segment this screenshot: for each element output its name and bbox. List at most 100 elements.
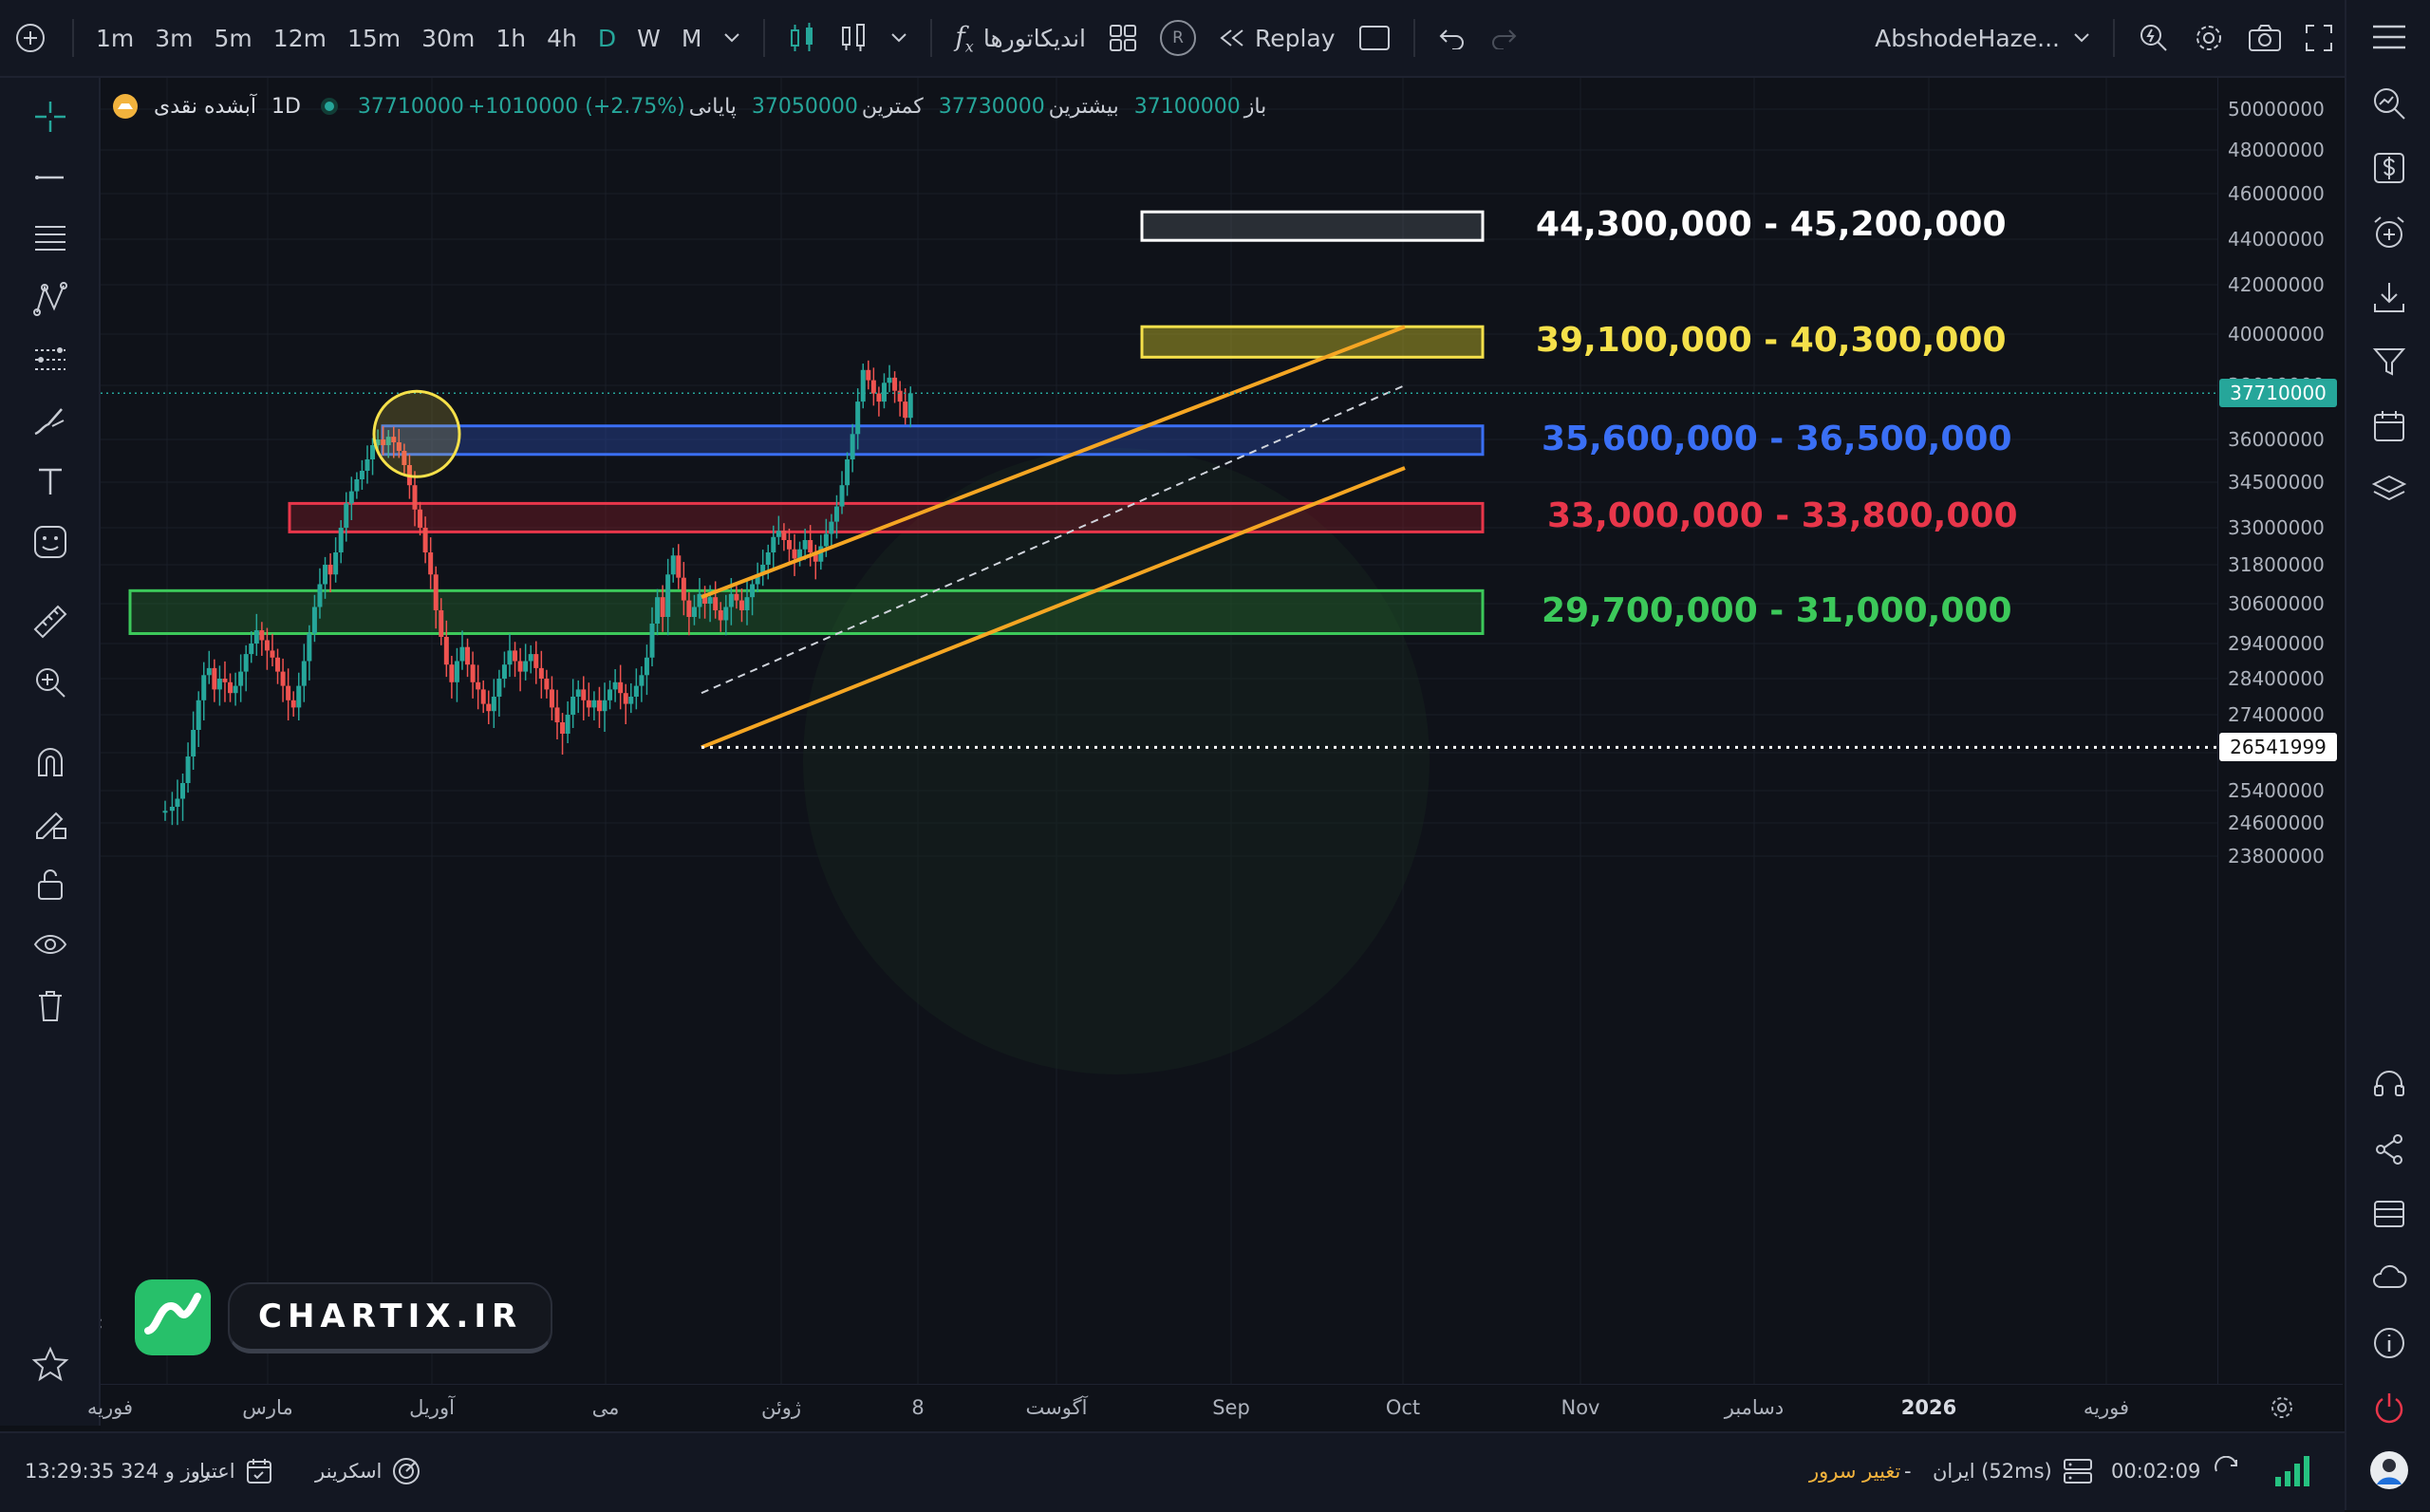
share-icon xyxy=(2376,1134,2402,1165)
emoji-tool[interactable] xyxy=(21,518,80,566)
download-button[interactable] xyxy=(2360,271,2419,323)
line-icon xyxy=(35,176,64,179)
hide-tool[interactable] xyxy=(21,921,80,968)
legend-close-group: 37710000 +1010000 (+2.75%) پایانی xyxy=(358,95,737,119)
timeframe-5m[interactable]: 5m xyxy=(214,24,252,52)
pattern-tool[interactable] xyxy=(21,275,80,323)
timeframe-list: 1m 3m 5m 12m 15m 30m 1h 4h D W M xyxy=(85,9,712,66)
info-icon xyxy=(2374,1328,2404,1358)
layouts-button[interactable] xyxy=(1097,9,1149,66)
candle-body xyxy=(201,675,207,700)
share-button[interactable] xyxy=(2360,1124,2419,1175)
timeframe-1h[interactable]: 1h xyxy=(495,24,527,52)
crosshair-icon xyxy=(35,102,65,132)
time-tick-label: آگوست xyxy=(1025,1396,1088,1419)
candle-body xyxy=(845,459,850,486)
support-button[interactable] xyxy=(2360,1059,2419,1111)
screener-button[interactable]: اسکرینر xyxy=(315,1450,421,1492)
data-window-button[interactable] xyxy=(2360,1188,2419,1240)
redo-button[interactable] xyxy=(1478,9,1529,66)
candle-body xyxy=(771,536,776,552)
crosshair-tool[interactable] xyxy=(21,93,80,140)
refresh-button[interactable] xyxy=(2212,1450,2242,1492)
server-dash-text: - xyxy=(1904,1460,1912,1483)
delete-tool[interactable] xyxy=(21,981,80,1029)
avatar-icon xyxy=(2370,1451,2408,1489)
timeframe-15m[interactable]: 15m xyxy=(346,24,402,52)
zone-label: 44,300,000 - 45,200,000 xyxy=(1536,205,2007,245)
replay-button[interactable]: Replay xyxy=(1207,9,1347,66)
fib-tool[interactable] xyxy=(21,215,80,262)
candle-body xyxy=(570,697,576,715)
timeframe-4h[interactable]: 4h xyxy=(547,24,577,52)
pricing-button[interactable] xyxy=(2360,142,2419,194)
price-axis[interactable]: 50000000 48000000 46000000 44000000 42000000… xyxy=(2217,78,2344,1384)
timeframe-1m[interactable]: 1m xyxy=(96,24,135,52)
magnet-icon xyxy=(38,748,63,776)
smiley-icon xyxy=(34,526,66,558)
symbol-selector[interactable]: AbshodeHaze... xyxy=(1863,9,2102,66)
candle-body xyxy=(907,393,913,419)
collapse-arrow[interactable]: ‹ xyxy=(101,1312,103,1335)
timeframe-3m[interactable]: 3m xyxy=(155,24,194,52)
credit-info[interactable]: اعتبار xyxy=(190,1450,273,1492)
gear-icon xyxy=(2196,26,2221,50)
cloud-button[interactable] xyxy=(2360,1253,2419,1304)
timeframe-M[interactable]: M xyxy=(681,24,702,52)
filter-button[interactable] xyxy=(2360,336,2419,387)
menu-button[interactable] xyxy=(2360,11,2419,63)
server-info[interactable]: ایران (52ms) xyxy=(1933,1450,2094,1492)
candle-body xyxy=(212,667,217,690)
candles-chart-type-button[interactable] xyxy=(776,9,828,66)
info-button[interactable] xyxy=(2360,1317,2419,1369)
timeframe-12m[interactable]: 12m xyxy=(272,24,327,52)
trend-line-tool[interactable] xyxy=(21,154,80,201)
quick-search-button[interactable] xyxy=(2126,9,2181,66)
candle-body xyxy=(385,437,391,445)
lock-tool[interactable] xyxy=(21,860,80,907)
alert-r-button[interactable]: R xyxy=(1149,9,1207,66)
axis-settings-button[interactable] xyxy=(2269,1394,2295,1421)
candle-body xyxy=(517,661,523,672)
timeframe-W[interactable]: W xyxy=(637,24,661,52)
undo-button[interactable] xyxy=(1427,9,1478,66)
plus-circle-icon xyxy=(16,24,45,52)
candle-body xyxy=(459,646,465,662)
chart-pane[interactable]: آبشده نقدی 1D 37710000 +1010000 (+2.75%)… xyxy=(101,78,2217,1384)
symbol-search-button[interactable] xyxy=(2360,78,2419,129)
alerts-button[interactable] xyxy=(2360,207,2419,258)
favorites-tool[interactable] xyxy=(21,1340,80,1388)
measure-tool[interactable] xyxy=(21,598,80,645)
candle-body xyxy=(818,546,824,562)
indicators-button[interactable]: fx اندیکاتورها xyxy=(944,9,1097,66)
change-server-link[interactable]: تغییر سرور xyxy=(1809,1450,1900,1492)
user-avatar[interactable] xyxy=(2360,1445,2419,1496)
text-tool[interactable] xyxy=(21,457,80,505)
magnet-tool[interactable] xyxy=(21,738,80,786)
bar-type-button[interactable] xyxy=(828,9,879,66)
stay-drawing-tool[interactable] xyxy=(21,799,80,847)
legend-open-label: باز xyxy=(1243,94,1267,119)
timeframe-D[interactable]: D xyxy=(597,24,617,52)
power-button[interactable] xyxy=(2360,1382,2419,1433)
chart-type-dropdown[interactable] xyxy=(879,9,919,66)
candle-body xyxy=(554,707,560,722)
time-axis[interactable]: فوریه مارس آوریل می ژوئن 8 آگوست Sep Oct Nov دسامب… xyxy=(87,1384,2343,1430)
time-tick-label: آوریل xyxy=(409,1396,455,1419)
fullscreen-button[interactable] xyxy=(2293,9,2345,66)
timeframe-dropdown[interactable] xyxy=(712,9,752,66)
snapshot-button[interactable] xyxy=(2236,9,2293,66)
highlight-circle xyxy=(372,389,461,478)
add-symbol-button[interactable] xyxy=(0,9,61,66)
prediction-tool[interactable] xyxy=(21,336,80,383)
calendar-button[interactable] xyxy=(2360,401,2419,452)
timeframe-30m[interactable]: 30m xyxy=(421,24,476,52)
price-tick-label: 23800000 xyxy=(2228,845,2325,868)
rectangle-button[interactable] xyxy=(1347,9,1402,66)
hamburger-icon xyxy=(2373,25,2405,49)
brush-tool[interactable] xyxy=(21,397,80,444)
candle-body xyxy=(290,700,296,708)
layers-button[interactable] xyxy=(2360,465,2419,516)
zoom-tool[interactable] xyxy=(21,659,80,706)
settings-button[interactable] xyxy=(2181,9,2236,66)
